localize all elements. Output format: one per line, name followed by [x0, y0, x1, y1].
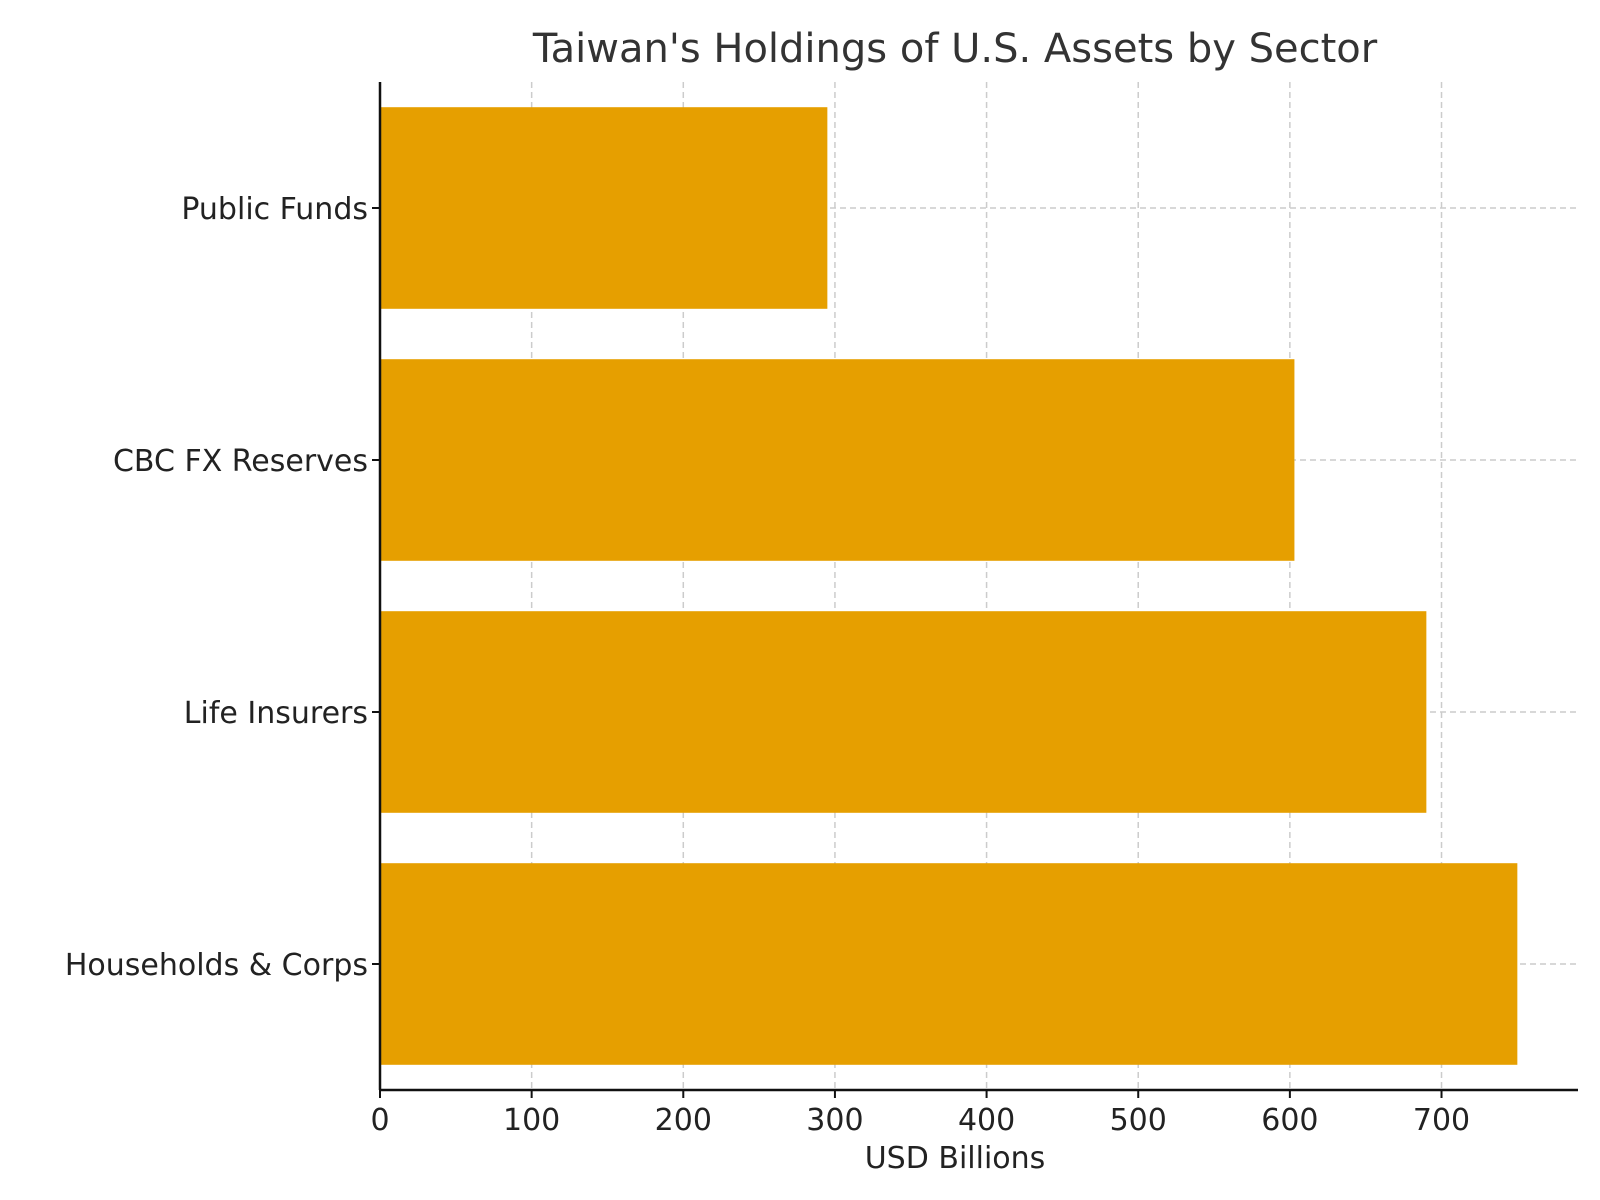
x-tick-label: 0 — [370, 1103, 389, 1138]
x-tick-label: 300 — [806, 1103, 863, 1138]
bars — [380, 107, 1518, 1065]
bar — [380, 611, 1427, 813]
y-tick-label: Life Insurers — [184, 696, 368, 731]
x-tick-label: 200 — [655, 1103, 712, 1138]
bar — [380, 107, 828, 309]
bar — [380, 359, 1295, 561]
x-tick-label: 700 — [1413, 1103, 1470, 1138]
x-axis-label: USD Billions — [865, 1141, 1046, 1176]
chart-title: Taiwan's Holdings of U.S. Assets by Sect… — [532, 26, 1378, 72]
x-tick-label: 500 — [1110, 1103, 1167, 1138]
y-tick-label: Public Funds — [181, 192, 368, 227]
y-tick-label: Households & Corps — [65, 948, 368, 983]
y-tick-label: CBC FX Reserves — [113, 444, 368, 479]
axes — [378, 82, 1578, 1092]
tick-labels: 0 100 200 300 400 500 600 700 Households & Corps… — [65, 192, 1470, 1138]
bar — [380, 863, 1518, 1065]
x-tick-label: 100 — [503, 1103, 560, 1138]
x-tick-label: 600 — [1261, 1103, 1318, 1138]
x-tick-label: 400 — [958, 1103, 1015, 1138]
